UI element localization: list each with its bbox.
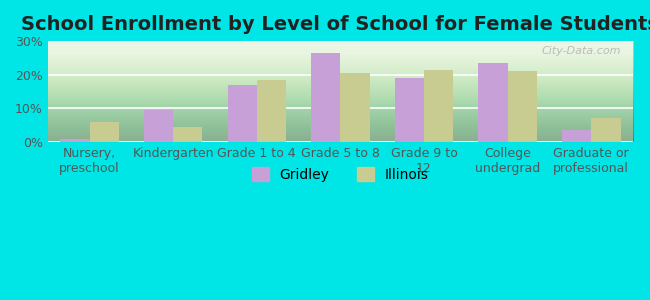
Bar bbox=[144, 110, 173, 142]
Bar bbox=[173, 127, 202, 142]
Bar bbox=[341, 73, 370, 142]
Bar bbox=[311, 53, 341, 142]
Bar bbox=[478, 63, 508, 142]
Text: City-Data.com: City-Data.com bbox=[542, 46, 621, 56]
Bar bbox=[60, 139, 90, 142]
Bar bbox=[562, 130, 592, 142]
Legend: Gridley, Illinois: Gridley, Illinois bbox=[246, 161, 434, 187]
Title: School Enrollment by Level of School for Female Students: School Enrollment by Level of School for… bbox=[21, 15, 650, 34]
Bar bbox=[395, 78, 424, 142]
Bar bbox=[592, 118, 621, 142]
Bar bbox=[508, 71, 537, 142]
Bar bbox=[90, 122, 119, 142]
Bar bbox=[424, 70, 453, 142]
Bar bbox=[257, 80, 286, 142]
Bar bbox=[227, 85, 257, 142]
